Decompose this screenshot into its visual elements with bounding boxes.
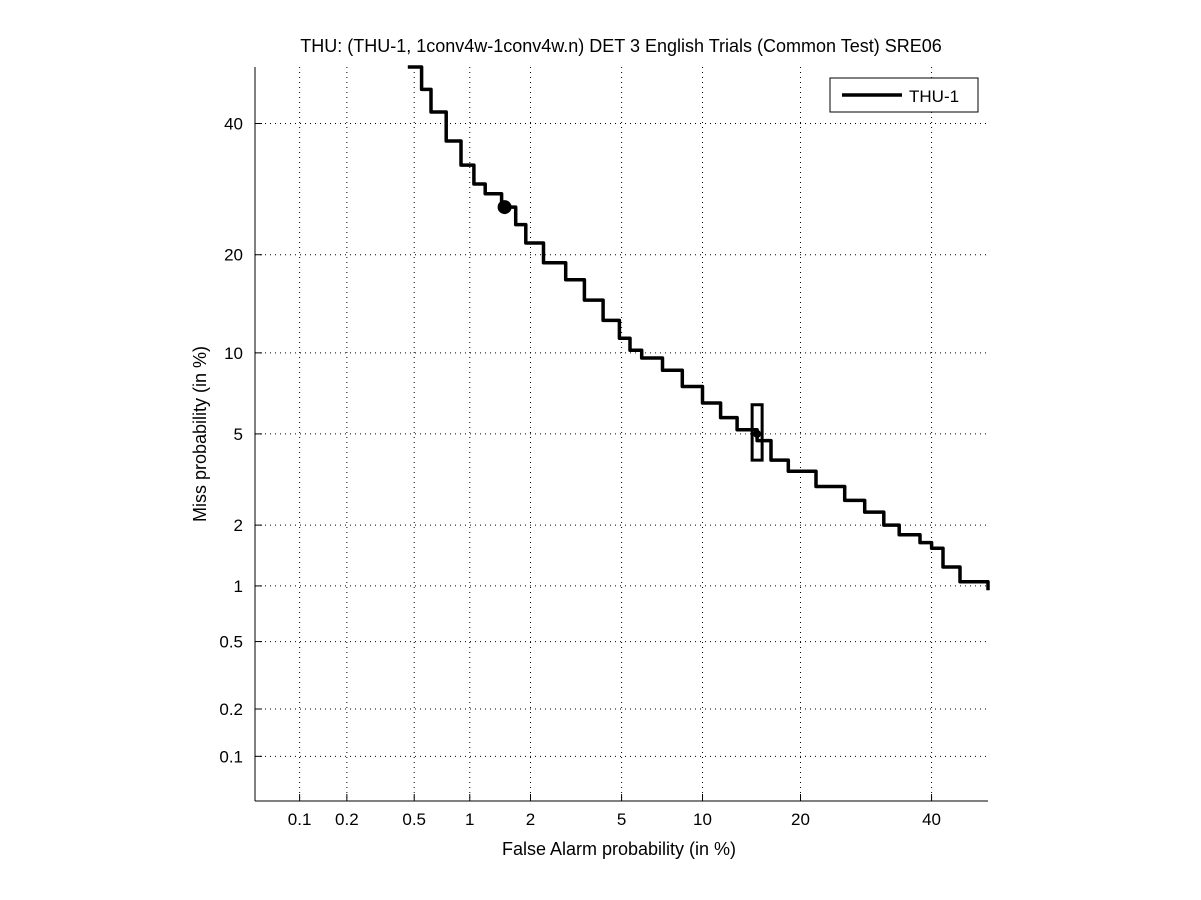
min-dcf-confidence-box [750, 403, 764, 462]
y-tick-label: 40 [224, 115, 243, 134]
x-tick-label: 1 [465, 810, 474, 829]
x-tick-label: 20 [791, 810, 810, 829]
min-dcf-point-marker [753, 429, 762, 438]
x-ticks: 0.1 0.2 0.5 1 2 5 10 20 40 [288, 794, 941, 829]
chart-title: THU: (THU-1, 1conv4w-1conv4w.n) DET 3 En… [300, 36, 942, 56]
x-tick-label: 2 [526, 810, 535, 829]
x-tick-label: 40 [922, 810, 941, 829]
actual-decision-point-marker [497, 200, 512, 215]
y-ticks: 0.1 0.2 0.5 1 2 5 10 20 40 [219, 115, 262, 766]
series-line-thu-1 [407, 65, 990, 591]
x-tick-label: 5 [617, 810, 626, 829]
y-tick-label: 0.1 [219, 747, 243, 766]
y-tick-label: 20 [224, 246, 243, 265]
y-axis-label: Miss probability (in %) [190, 346, 210, 522]
x-tick-label: 0.5 [402, 810, 426, 829]
y-tick-label: 10 [224, 344, 243, 363]
x-tick-label: 0.2 [335, 810, 359, 829]
y-tick-label: 0.2 [219, 700, 243, 719]
y-tick-label: 5 [234, 425, 243, 444]
legend-label-thu-1: THU-1 [909, 87, 959, 106]
markers-group [497, 200, 764, 462]
x-tick-label: 0.1 [288, 810, 312, 829]
y-tick-label: 2 [234, 516, 243, 535]
y-tick-label: 1 [234, 577, 243, 596]
x-tick-label: 10 [693, 810, 712, 829]
legend: THU-1 [829, 77, 979, 113]
x-axis-label: False Alarm probability (in %) [502, 839, 736, 859]
series-group [407, 65, 990, 591]
y-tick-label: 0.5 [219, 633, 243, 652]
grid-lines [255, 67, 988, 801]
